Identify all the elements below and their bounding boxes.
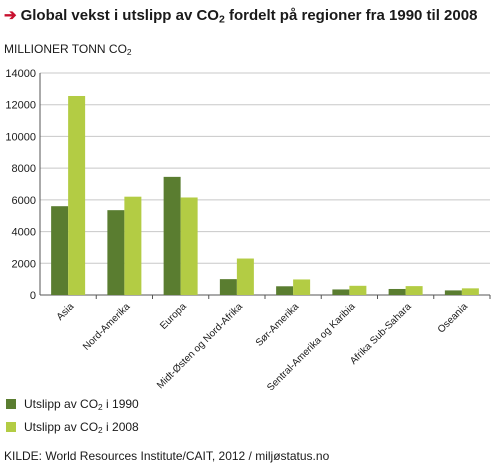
- source-note: KILDE: World Resources Institute/CAIT, 2…: [4, 449, 330, 463]
- title-subscript: 2: [218, 13, 225, 26]
- bar: [180, 197, 198, 295]
- bar: [349, 285, 367, 295]
- x-tick-label: Oseania: [436, 301, 470, 335]
- bar: [461, 288, 479, 295]
- x-tick-label: Asia: [55, 301, 77, 323]
- bar: [68, 95, 86, 295]
- bar: [219, 279, 237, 295]
- bar: [293, 279, 311, 295]
- bar: [124, 196, 142, 295]
- y-tick-label: 10000: [5, 131, 36, 143]
- bar: [107, 210, 125, 295]
- x-tick-label: Nord-Amerika: [81, 301, 133, 353]
- legend-swatch-1990: [6, 399, 16, 409]
- bar: [405, 286, 423, 295]
- bar-chart: 0 2000 4000 6000 8000 10000 12000 14000 Asia Nord…: [5, 68, 491, 390]
- x-tick-label: Afrika Sub-Sahara: [348, 301, 414, 367]
- y-tick-label: 6000: [12, 195, 36, 207]
- y-tick-label: 2000: [12, 258, 36, 270]
- y-tick-label: 14000: [5, 68, 36, 80]
- y-axis-unit-label: MILLIONER TONN CO2: [4, 42, 132, 56]
- unit-label-subscript: 2: [126, 47, 132, 58]
- unit-label-text: MILLIONER TONN CO: [4, 42, 127, 56]
- y-tick-label: 12000: [5, 100, 36, 112]
- bar: [236, 258, 254, 295]
- title-text-before: Global vekst i utslipp av CO: [20, 7, 219, 24]
- bar: [444, 290, 462, 295]
- y-tick-label: 0: [30, 290, 36, 302]
- legend-label-2008: Utslipp av CO2 i 2008: [24, 420, 139, 436]
- arrow-icon: ➔: [4, 7, 17, 24]
- chart-title: ➔ Global vekst i utslipp av CO2 fordelt p…: [4, 6, 478, 26]
- bar: [51, 206, 69, 295]
- x-tick-label: Europa: [158, 301, 189, 332]
- bar: [276, 286, 294, 295]
- legend-item-2008: Utslipp av CO2 i 2008: [6, 420, 139, 434]
- legend-swatch-2008: [6, 422, 16, 432]
- x-tick-label: Sør-Amerika: [254, 301, 302, 349]
- legend-item-1990: Utslipp av CO2 i 1990: [6, 397, 139, 411]
- bar: [163, 176, 181, 295]
- y-tick-label: 8000: [12, 163, 36, 175]
- y-tick-label: 4000: [12, 227, 36, 239]
- bar: [388, 288, 406, 295]
- legend-label-1990: Utslipp av CO2 i 1990: [24, 397, 139, 413]
- title-text-after: fordelt på regioner fra 1990 til 2008: [224, 7, 478, 24]
- bar: [332, 289, 350, 295]
